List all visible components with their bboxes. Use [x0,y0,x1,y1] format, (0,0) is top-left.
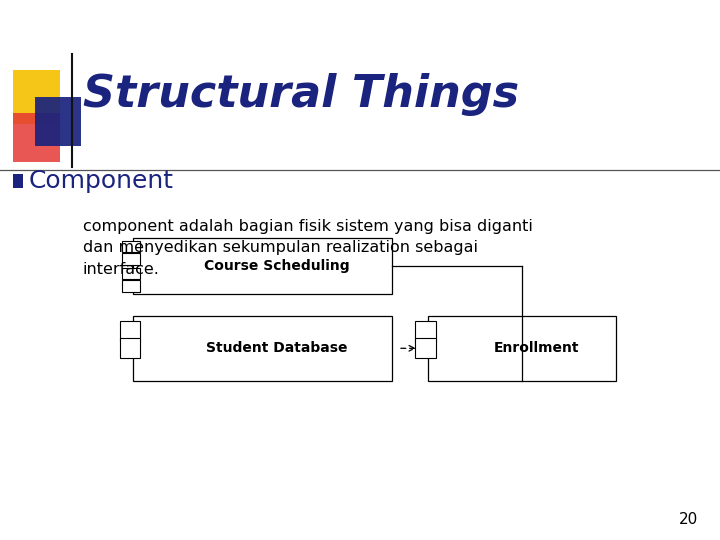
Text: Student Database: Student Database [207,341,348,355]
Text: Structural Things: Structural Things [83,73,519,116]
Bar [415,321,436,342]
Text: component adalah bagian fisik sistem yang bisa diganti
dan menyedikan sekumpulan: component adalah bagian fisik sistem yan… [83,219,533,277]
Bar [35,97,81,146]
Bar [120,338,140,358]
Bar [120,321,140,342]
Bar [122,240,140,252]
Text: 20: 20 [679,511,698,526]
Bar [122,253,140,265]
Bar [428,316,616,381]
Bar [122,267,140,280]
Bar [13,174,23,188]
Bar [133,238,392,294]
Bar [415,338,436,358]
Bar [13,70,60,124]
Bar [13,113,60,162]
Text: Course Scheduling: Course Scheduling [204,259,350,273]
Text: Component: Component [29,169,174,193]
Bar [133,316,392,381]
Text: Enrollment: Enrollment [494,341,579,355]
Bar [122,280,140,292]
